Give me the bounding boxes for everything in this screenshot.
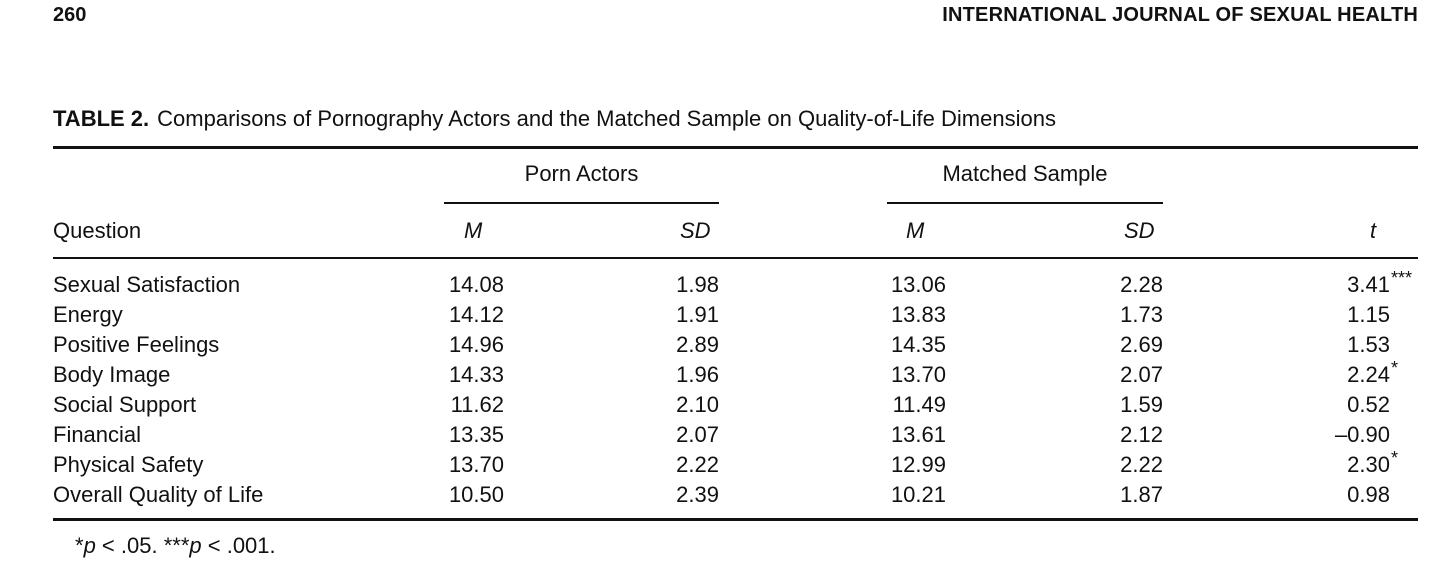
top-rule — [53, 146, 1418, 149]
matched-m-cell: 14.35 — [890, 332, 946, 357]
matched-sd-cell: 2.07 — [1120, 362, 1163, 387]
matched-sd-cell: 2.22 — [1120, 452, 1163, 477]
t-value-cell: 0.98 — [1347, 482, 1390, 507]
column-header-matched-sd: SD — [1124, 218, 1155, 243]
porn-sd-cell: 2.07 — [676, 422, 719, 447]
group-rule-matched-sample — [887, 202, 1163, 204]
porn-sd-cell: 2.89 — [676, 332, 719, 357]
journal-name: INTERNATIONAL JOURNAL OF SEXUAL HEALTH — [942, 4, 1418, 26]
t-value-cell: 3.41 — [1347, 272, 1390, 297]
porn-sd-cell: 1.98 — [676, 272, 719, 297]
table-row: Social Support 11.62 2.10 11.49 1.59 0.52 — [0, 392, 1456, 422]
question-cell: Positive Feelings — [53, 332, 220, 357]
porn-m-cell: 14.33 — [448, 362, 504, 387]
footnote-p-1: p — [83, 533, 96, 558]
matched-sd-cell: 1.73 — [1120, 302, 1163, 327]
matched-sd-cell: 1.59 — [1120, 392, 1163, 417]
column-header-question: Question — [53, 218, 142, 243]
significance-marker: * — [1391, 358, 1399, 378]
matched-m-cell: 10.21 — [890, 482, 946, 507]
question-cell: Overall Quality of Life — [53, 482, 264, 507]
significance-marker: * — [1391, 448, 1399, 468]
column-header-porn-m: M — [464, 218, 483, 243]
group-header-porn-actors: Porn Actors — [524, 161, 639, 186]
matched-m-cell: 11.49 — [892, 392, 946, 417]
table-row: Financial 13.35 2.07 13.61 2.12 –0.90 — [0, 422, 1456, 452]
matched-sd-cell: 1.87 — [1120, 482, 1163, 507]
porn-m-cell: 11.62 — [450, 392, 504, 417]
table-row: Energy 14.12 1.91 13.83 1.73 1.15 — [0, 302, 1456, 332]
matched-m-cell: 12.99 — [890, 452, 946, 477]
porn-sd-cell: 2.39 — [676, 482, 719, 507]
porn-m-cell: 14.08 — [448, 272, 504, 297]
footnote-star-3: *** — [163, 533, 190, 558]
question-cell: Physical Safety — [53, 452, 204, 477]
question-cell: Social Support — [53, 392, 197, 417]
matched-m-cell: 13.83 — [890, 302, 946, 327]
page-number: 260 — [53, 4, 87, 26]
porn-m-cell: 10.50 — [448, 482, 504, 507]
footnote-text-2: < .001. — [201, 533, 276, 558]
porn-m-cell: 13.70 — [448, 452, 504, 477]
porn-m-cell: 14.12 — [448, 302, 504, 327]
t-value-cell: 2.30 — [1347, 452, 1390, 477]
question-cell: Sexual Satisfaction — [53, 272, 241, 297]
matched-m-cell: 13.61 — [890, 422, 946, 447]
t-value-cell: 1.15 — [1347, 302, 1390, 327]
footnote-text-1: < .05. — [95, 533, 164, 558]
table-row: Physical Safety 13.70 2.22 12.99 2.22 2.30 * — [0, 448, 1456, 482]
matched-sd-cell: 2.12 — [1120, 422, 1163, 447]
porn-m-cell: 13.35 — [448, 422, 504, 447]
porn-m-cell: 14.96 — [448, 332, 504, 357]
table-title: Comparisons of Pornography Actors and th… — [157, 106, 1056, 131]
porn-sd-cell: 1.91 — [676, 302, 719, 327]
significance-marker: *** — [1391, 268, 1413, 288]
footnote-p-2: p — [189, 533, 202, 558]
table-label: TABLE 2. — [53, 106, 150, 131]
table-row: Positive Feelings 14.96 2.89 14.35 2.69 1.53 — [0, 332, 1456, 362]
header-rule — [53, 257, 1418, 259]
column-header-matched-m: M — [906, 218, 925, 243]
table-row: Sexual Satisfaction 14.08 1.98 13.06 2.28 3.4… — [0, 268, 1456, 302]
matched-sd-cell: 2.28 — [1120, 272, 1163, 297]
table-caption: TABLE 2. Comparisons of Pornography Actor… — [53, 106, 1056, 132]
bottom-rule — [53, 518, 1418, 521]
t-value-cell: –0.90 — [1334, 422, 1390, 447]
matched-m-cell: 13.06 — [890, 272, 946, 297]
table-row: Body Image 14.33 1.96 13.70 2.07 2.24 * — [0, 358, 1456, 392]
group-header-matched-sample: Matched Sample — [942, 161, 1108, 186]
t-value-cell: 2.24 — [1347, 362, 1390, 387]
t-value-cell: 1.53 — [1347, 332, 1390, 357]
table-body: Sexual Satisfaction 14.08 1.98 13.06 2.28 3.4… — [0, 268, 1456, 512]
porn-sd-cell: 2.22 — [676, 452, 719, 477]
matched-sd-cell: 2.69 — [1120, 332, 1163, 357]
question-cell: Energy — [53, 302, 123, 327]
porn-sd-cell: 1.96 — [676, 362, 719, 387]
porn-sd-cell: 2.10 — [676, 392, 719, 417]
question-cell: Body Image — [53, 362, 171, 387]
matched-m-cell: 13.70 — [890, 362, 946, 387]
t-value-cell: 0.52 — [1347, 392, 1390, 417]
question-cell: Financial — [53, 422, 142, 447]
table-row: Overall Quality of Life 10.50 2.39 10.21 1.8… — [0, 482, 1456, 512]
column-header-t: t — [1370, 218, 1377, 243]
table-footnote: *p < .05. ***p < .001. — [75, 533, 276, 559]
group-rule-porn-actors — [444, 202, 719, 204]
footnote-star-1: * — [75, 533, 84, 558]
column-header-porn-sd: SD — [680, 218, 711, 243]
